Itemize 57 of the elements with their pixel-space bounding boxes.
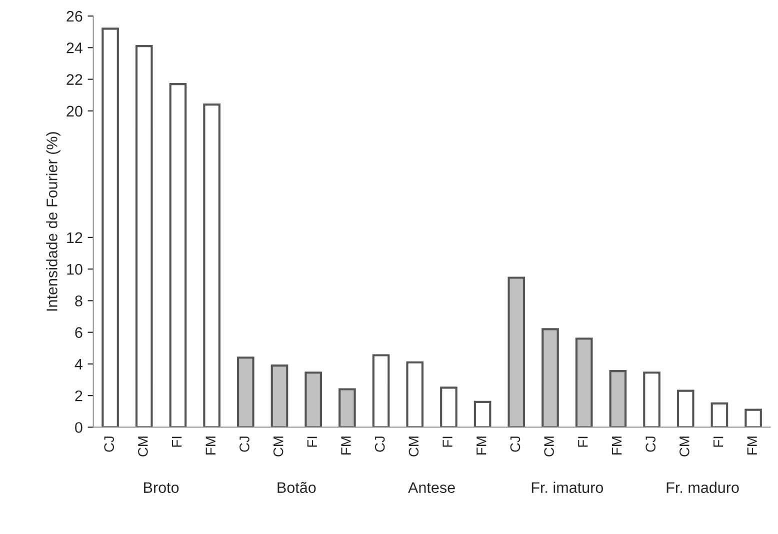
x-tick-label: CM bbox=[408, 436, 419, 456]
y-tick-label: 6 bbox=[75, 327, 82, 338]
x-tick-label: CJ bbox=[104, 436, 114, 452]
x-tick-label: FM bbox=[747, 436, 757, 454]
bar bbox=[372, 354, 390, 428]
text: Botão bbox=[278, 482, 316, 493]
bar bbox=[338, 388, 356, 428]
y-tick-label: 22 bbox=[66, 74, 82, 85]
bar bbox=[744, 408, 762, 428]
bar bbox=[575, 338, 593, 428]
text: Fr. maduro bbox=[666, 482, 739, 493]
bar bbox=[474, 400, 492, 428]
bar bbox=[135, 45, 153, 428]
y-tick-label: 20 bbox=[66, 106, 82, 117]
x-tick-label: CJ bbox=[240, 436, 250, 452]
x-tick-label: FI bbox=[713, 436, 724, 447]
y-tick-label: 4 bbox=[74, 358, 82, 370]
bar bbox=[710, 402, 728, 428]
bar bbox=[508, 276, 526, 428]
bar bbox=[270, 364, 288, 428]
bar bbox=[203, 104, 220, 428]
bar bbox=[676, 390, 694, 428]
bar bbox=[643, 372, 660, 428]
y-tick-label: 8 bbox=[75, 296, 82, 306]
y-axis-title: Intensidade de Fourier (%) bbox=[46, 132, 60, 311]
bar bbox=[542, 328, 559, 428]
x-tick-label: FM bbox=[206, 436, 216, 454]
bar bbox=[236, 356, 254, 428]
x-tick-label: CJ bbox=[374, 436, 385, 452]
y-tick-label: 2 bbox=[75, 390, 82, 402]
x-tick-label: CM bbox=[273, 436, 284, 456]
x-tick-label: FI bbox=[578, 436, 588, 447]
bar bbox=[440, 386, 458, 428]
bar bbox=[169, 82, 187, 428]
y-tick-label: 10 bbox=[67, 264, 82, 275]
text: Antese bbox=[408, 482, 455, 493]
x-tick-label: CM bbox=[138, 436, 148, 456]
x-tick-label: FM bbox=[612, 436, 622, 454]
x-tick-label: CJ bbox=[646, 436, 656, 452]
x-tick-label: CM bbox=[544, 436, 554, 456]
bar bbox=[102, 28, 119, 428]
x-tick-label: CJ bbox=[510, 436, 520, 452]
y-tick-label: 26 bbox=[66, 10, 82, 22]
text: Broto bbox=[144, 482, 179, 493]
text: Fr. imaturo bbox=[532, 482, 604, 493]
bar bbox=[304, 372, 322, 428]
y-tick-label: 12 bbox=[67, 232, 82, 243]
x-tick-label: FI bbox=[442, 436, 452, 447]
x-tick-label: FI bbox=[172, 436, 182, 447]
x-tick-label: CM bbox=[680, 436, 690, 456]
x-tick-label: FI bbox=[307, 436, 317, 447]
x-tick-label: FM bbox=[476, 436, 486, 454]
x-tick-label: FM bbox=[341, 436, 351, 454]
y-tick-label: 0 bbox=[75, 422, 82, 433]
bar bbox=[609, 370, 627, 428]
bar bbox=[406, 361, 424, 428]
y-tick-label: 24 bbox=[66, 42, 82, 54]
